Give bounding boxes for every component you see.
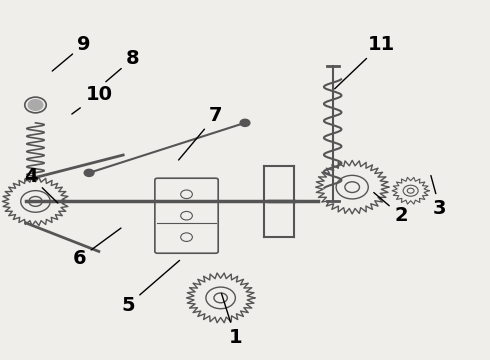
Text: 10: 10	[72, 85, 112, 114]
Text: 7: 7	[178, 106, 222, 160]
Circle shape	[84, 169, 94, 176]
Text: 4: 4	[24, 167, 58, 203]
Text: 1: 1	[221, 293, 242, 347]
Text: 6: 6	[73, 228, 121, 268]
Text: 8: 8	[106, 49, 140, 82]
Circle shape	[240, 119, 250, 126]
Text: 9: 9	[52, 35, 91, 71]
Text: 11: 11	[335, 35, 395, 89]
Text: 2: 2	[374, 193, 408, 225]
Text: 5: 5	[121, 260, 179, 315]
Circle shape	[28, 100, 43, 111]
Text: 3: 3	[431, 176, 447, 218]
